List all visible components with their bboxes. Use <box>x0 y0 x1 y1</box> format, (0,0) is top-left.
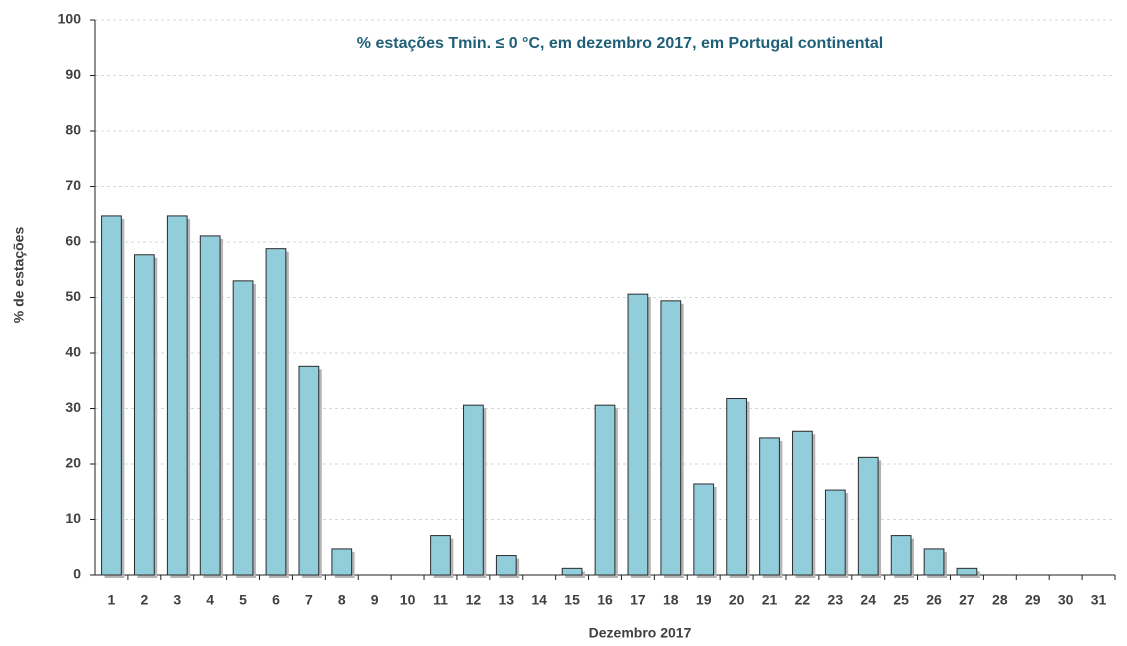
x-tick-label: 8 <box>338 592 346 608</box>
y-tick-label: 10 <box>65 510 81 526</box>
x-tick-label: 3 <box>173 592 181 608</box>
chart-title: % estações Tmin. ≤ 0 °C, em dezembro 201… <box>357 35 883 52</box>
x-tick-label: 27 <box>959 592 975 608</box>
bar <box>133 254 155 576</box>
bar <box>726 398 747 576</box>
x-tick-label: 6 <box>272 592 280 608</box>
y-tick-label: 0 <box>73 566 81 582</box>
x-tick-label: 15 <box>564 592 580 608</box>
x-tick-label: 26 <box>926 592 942 608</box>
x-tick-label: 17 <box>630 592 646 608</box>
bar <box>101 215 122 576</box>
x-tick-label: 22 <box>795 592 811 608</box>
bar <box>298 365 320 576</box>
bar <box>693 483 715 576</box>
bar <box>923 548 945 576</box>
x-tick-label: 29 <box>1025 592 1041 608</box>
y-tick-label: 70 <box>65 177 81 193</box>
bar <box>199 235 221 576</box>
x-tick-label: 30 <box>1058 592 1074 608</box>
x-tick-label: 18 <box>663 592 679 608</box>
x-tick-label: 23 <box>828 592 844 608</box>
x-tick-label: 14 <box>531 592 547 608</box>
x-tick-label: 21 <box>762 592 778 608</box>
bar <box>660 300 682 576</box>
bar <box>594 404 616 576</box>
bar <box>857 456 879 576</box>
x-tick-label: 11 <box>433 592 448 608</box>
bar <box>759 437 780 576</box>
y-tick-label: 100 <box>58 11 82 27</box>
x-tick-label: 9 <box>371 592 379 608</box>
x-tick-label: 4 <box>206 592 214 608</box>
bar <box>495 555 517 576</box>
x-tick-label: 5 <box>239 592 247 608</box>
x-tick-label: 10 <box>400 592 416 608</box>
bar <box>463 404 484 576</box>
x-tick-label: 19 <box>696 592 712 608</box>
y-tick-label: 20 <box>65 455 81 471</box>
y-tick-label: 90 <box>65 66 81 82</box>
y-tick-label: 80 <box>65 122 81 138</box>
bar <box>430 535 451 576</box>
x-tick-label: 2 <box>140 592 148 608</box>
bar <box>792 430 813 576</box>
x-tick-label: 20 <box>729 592 745 608</box>
y-tick-label: 60 <box>65 233 81 249</box>
x-tick-label: 16 <box>597 592 613 608</box>
x-axis-label: Dezembro 2017 <box>589 625 692 641</box>
y-tick-label: 30 <box>65 399 81 415</box>
bar <box>956 567 978 576</box>
x-tick-label: 24 <box>860 592 876 608</box>
x-tick-label: 7 <box>305 592 313 608</box>
bar <box>265 248 287 576</box>
x-tick-label: 25 <box>893 592 909 608</box>
x-tick-label: 28 <box>992 592 1008 608</box>
x-tick-label: 12 <box>466 592 482 608</box>
bar <box>890 535 912 576</box>
x-tick-label: 13 <box>499 592 515 608</box>
y-tick-label: 40 <box>65 344 81 360</box>
bar <box>331 548 353 576</box>
x-tick-label: 1 <box>108 592 116 608</box>
y-tick-label: 50 <box>65 288 81 304</box>
bar <box>561 567 583 576</box>
x-tick-label: 31 <box>1091 592 1107 608</box>
bar <box>824 489 846 576</box>
bar <box>232 280 254 576</box>
bar <box>627 293 649 576</box>
bar <box>166 215 188 576</box>
y-axis-label: % de estações <box>11 227 27 324</box>
